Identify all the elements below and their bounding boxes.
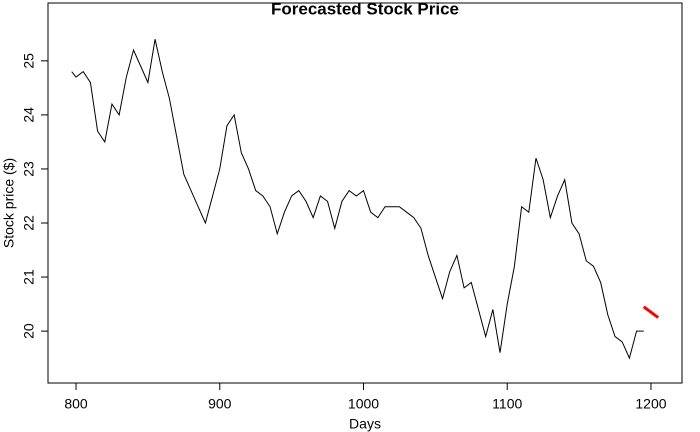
x-tick-label: 1000 bbox=[348, 396, 379, 412]
plot-frame bbox=[47, 2, 683, 384]
y-tick-label: 24 bbox=[21, 107, 37, 123]
y-tick-label: 20 bbox=[21, 323, 37, 339]
y-axis-label: Stock price ($) bbox=[1, 158, 17, 248]
x-axis-label: Days bbox=[349, 416, 381, 432]
y-tick-label: 21 bbox=[21, 269, 37, 285]
x-tick-label: 1100 bbox=[492, 396, 522, 412]
y-tick-label: 23 bbox=[21, 161, 37, 177]
y-tick-label: 25 bbox=[21, 53, 37, 69]
x-tick-label: 900 bbox=[208, 396, 232, 412]
x-tick-label: 1200 bbox=[635, 396, 666, 412]
x-tick-label: 800 bbox=[64, 396, 88, 412]
line-series bbox=[642, 305, 660, 319]
y-tick-label: 22 bbox=[21, 215, 37, 231]
line-series bbox=[71, 39, 644, 360]
chart-title: Forecasted Stock Price bbox=[271, 0, 459, 18]
